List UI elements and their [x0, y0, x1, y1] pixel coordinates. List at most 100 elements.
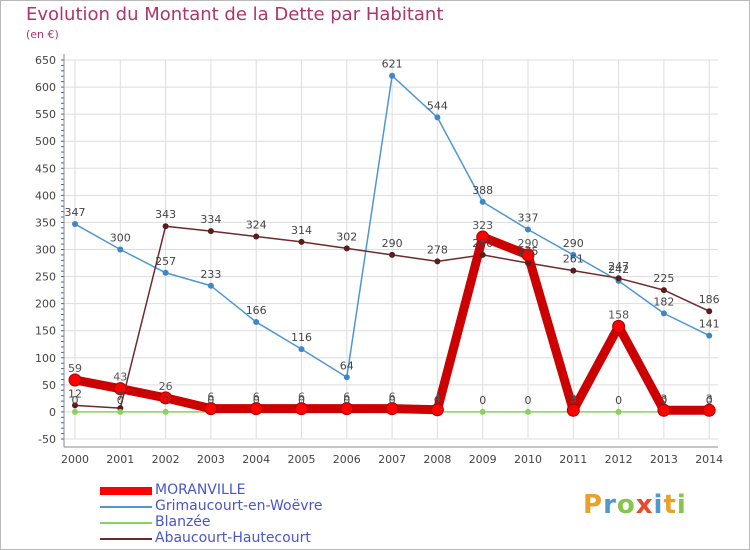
data-point-moranville [612, 319, 626, 333]
data-point-abaucourt-hautecourt [525, 260, 531, 267]
data-point-abaucourt-hautecourt [479, 251, 486, 258]
data-point-grimaucourt-en-woevre [72, 221, 78, 228]
data-point-abaucourt-hautecourt [660, 287, 667, 294]
data-label-abaucourt-hautecourt: 275 [518, 245, 539, 258]
legend-label-grimaucourt: Grimaucourt-en-Woëvre [155, 498, 323, 514]
data-point-blanzee [117, 408, 124, 415]
legend-swatch-moranville [100, 487, 152, 495]
x-tick-label: 2013 [650, 453, 678, 466]
data-label-grimaucourt-en-woevre: 64 [340, 359, 354, 372]
legend-label-blanzee: Blanzée [155, 514, 211, 530]
x-tick-label: 2011 [559, 453, 587, 466]
data-label-blanzee: 0 [434, 394, 441, 407]
y-tick-label: 0 [49, 406, 56, 419]
data-label-moranville: 6 [207, 391, 214, 404]
data-point-moranville [113, 382, 127, 396]
y-tick-label: 500 [35, 135, 56, 148]
y-tick-label: 50 [42, 379, 56, 392]
data-label-grimaucourt-en-woevre: 388 [472, 184, 493, 197]
data-point-moranville [204, 402, 218, 416]
data-point-grimaucourt-en-woevre [298, 346, 305, 353]
data-point-moranville [657, 403, 671, 417]
data-label-abaucourt-hautecourt: 302 [336, 230, 357, 243]
x-tick-label: 2000 [61, 453, 89, 466]
data-label-moranville: 43 [113, 371, 127, 384]
data-point-grimaucourt-en-woevre [660, 310, 667, 317]
y-tick-label: 250 [35, 271, 56, 284]
chart-title: Evolution du Montant de la Dette par Hab… [26, 4, 444, 25]
x-tick-label: 2010 [514, 453, 542, 466]
data-point-blanzee [525, 408, 531, 415]
data-label-grimaucourt-en-woevre: 182 [653, 295, 674, 308]
data-point-blanzee [615, 408, 622, 415]
data-point-grimaucourt-en-woevre [479, 198, 486, 205]
legend-label-moranville: MORANVILLE [155, 482, 246, 498]
legend-swatch-abaucourt [100, 538, 152, 540]
data-label-grimaucourt-en-woevre: 166 [246, 304, 267, 317]
data-point-moranville [521, 248, 535, 262]
y-tick-label: 300 [35, 244, 56, 257]
data-point-moranville [702, 403, 716, 417]
data-label-grimaucourt-en-woevre: 141 [699, 318, 720, 331]
data-point-grimaucourt-en-woevre [570, 251, 577, 258]
data-label-moranville: 3 [706, 392, 713, 405]
x-tick-label: 2001 [106, 453, 134, 466]
data-label-blanzee: 0 [298, 394, 305, 407]
x-tick-label: 2005 [288, 453, 316, 466]
y-tick-label: 400 [35, 189, 56, 202]
data-label-abaucourt-hautecourt: 12 [68, 387, 82, 400]
x-tick-label: 2007 [378, 453, 406, 466]
y-tick-label: 100 [35, 352, 56, 365]
data-point-grimaucourt-en-woevre [117, 246, 124, 253]
chart-unit: (en €) [26, 28, 59, 41]
y-tick-label: 350 [35, 216, 56, 229]
data-label-grimaucourt-en-woevre: 242 [608, 263, 629, 276]
y-tick-label: 200 [35, 298, 56, 311]
data-point-abaucourt-hautecourt [162, 223, 169, 230]
data-label-blanzee: 0 [389, 394, 396, 407]
data-point-moranville [159, 391, 173, 405]
data-label-blanzee: 0 [72, 394, 79, 407]
data-point-abaucourt-hautecourt [615, 275, 622, 282]
data-label-moranville: 323 [472, 219, 493, 232]
data-label-grimaucourt-en-woevre: 116 [291, 331, 312, 344]
data-label-grimaucourt-en-woevre: 300 [110, 232, 131, 245]
data-label-blanzee: 0 [343, 394, 350, 407]
legend-swatch-grimaucourt [100, 506, 152, 508]
x-tick-label: 2008 [423, 453, 451, 466]
data-point-abaucourt-hautecourt [434, 258, 441, 265]
data-point-moranville [476, 230, 490, 244]
data-label-moranville: 6 [253, 391, 260, 404]
data-label-abaucourt-hautecourt: 343 [155, 208, 176, 221]
data-label-abaucourt-hautecourt: 290 [382, 237, 403, 250]
data-label-blanzee: 0 [525, 394, 532, 407]
data-label-abaucourt-hautecourt: 290 [472, 237, 493, 250]
data-label-moranville: 158 [608, 308, 629, 321]
chart-legend: MORANVILLE Grimaucourt-en-Woëvre Blanzée… [100, 482, 400, 547]
data-label-moranville: 6 [389, 391, 396, 404]
data-point-moranville [68, 373, 82, 387]
legend-item-blanzee: Blanzée [100, 514, 400, 531]
legend-item-grimaucourt: Grimaucourt-en-Woëvre [100, 498, 400, 515]
data-label-abaucourt-hautecourt: 225 [653, 272, 674, 285]
x-tick-label: 2012 [605, 453, 633, 466]
data-label-abaucourt-hautecourt: 314 [291, 224, 312, 237]
data-label-moranville: 3 [570, 392, 577, 405]
data-label-grimaucourt-en-woevre: 233 [200, 268, 221, 281]
data-label-abaucourt-hautecourt: 247 [608, 260, 629, 273]
data-point-grimaucourt-en-woevre [343, 374, 350, 381]
data-label-moranville: 6 [343, 391, 350, 404]
y-tick-label: 550 [35, 108, 56, 121]
data-label-grimaucourt-en-woevre: 347 [65, 206, 86, 219]
data-label-grimaucourt-en-woevre: 621 [382, 58, 403, 71]
data-point-abaucourt-hautecourt [207, 228, 214, 235]
data-label-blanzee: 0 [479, 394, 486, 407]
data-point-moranville [566, 403, 580, 417]
data-point-abaucourt-hautecourt [570, 267, 577, 274]
data-label-grimaucourt-en-woevre: 290 [563, 237, 584, 250]
data-label-abaucourt-hautecourt: 324 [246, 219, 267, 232]
data-point-grimaucourt-en-woevre [434, 114, 441, 121]
data-point-grimaucourt-en-woevre [389, 72, 396, 79]
